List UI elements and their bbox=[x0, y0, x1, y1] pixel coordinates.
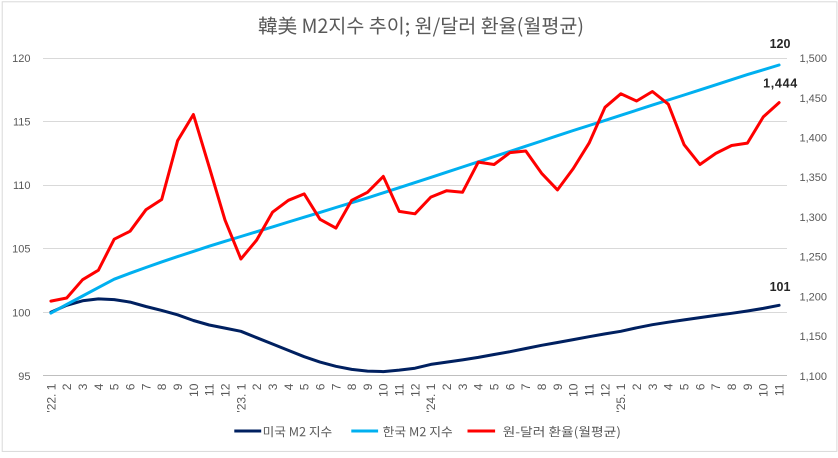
svg-text:7: 7 bbox=[329, 383, 343, 390]
svg-text:5: 5 bbox=[108, 383, 122, 390]
svg-text:2: 2 bbox=[60, 383, 74, 390]
svg-text:3: 3 bbox=[266, 383, 280, 390]
svg-text:11: 11 bbox=[203, 383, 217, 396]
svg-text:4: 4 bbox=[282, 383, 296, 390]
svg-text:4: 4 bbox=[92, 383, 106, 390]
svg-text:110: 110 bbox=[13, 180, 31, 192]
svg-text:100: 100 bbox=[12, 307, 30, 319]
svg-text:'25. 1: '25. 1 bbox=[614, 383, 628, 412]
svg-text:1,100: 1,100 bbox=[800, 371, 828, 383]
svg-text:6: 6 bbox=[693, 383, 707, 390]
svg-text:9: 9 bbox=[171, 383, 185, 390]
svg-text:1,450: 1,450 bbox=[800, 93, 828, 105]
svg-text:12: 12 bbox=[598, 383, 612, 397]
svg-text:120: 120 bbox=[770, 37, 791, 51]
svg-text:1,150: 1,150 bbox=[800, 331, 828, 343]
svg-text:8: 8 bbox=[345, 383, 359, 390]
svg-text:6: 6 bbox=[124, 383, 138, 390]
svg-text:8: 8 bbox=[535, 383, 549, 390]
svg-text:10: 10 bbox=[757, 383, 771, 397]
svg-text:2: 2 bbox=[440, 383, 454, 390]
svg-text:8: 8 bbox=[725, 383, 739, 390]
svg-text:'22. 1: '22. 1 bbox=[44, 383, 58, 412]
svg-text:3: 3 bbox=[646, 383, 660, 390]
svg-text:7: 7 bbox=[519, 383, 533, 390]
svg-text:5: 5 bbox=[488, 383, 502, 390]
svg-text:9: 9 bbox=[741, 383, 755, 390]
svg-text:3: 3 bbox=[456, 383, 470, 390]
svg-text:10: 10 bbox=[567, 383, 581, 397]
svg-text:120: 120 bbox=[12, 53, 30, 65]
svg-text:12: 12 bbox=[218, 383, 232, 397]
svg-text:11: 11 bbox=[773, 383, 787, 396]
svg-text:3: 3 bbox=[76, 383, 90, 390]
svg-text:10: 10 bbox=[377, 383, 391, 397]
svg-text:9: 9 bbox=[551, 383, 565, 390]
svg-text:5: 5 bbox=[678, 383, 692, 390]
svg-text:11: 11 bbox=[583, 383, 597, 396]
svg-text:2: 2 bbox=[630, 383, 644, 390]
svg-text:1,250: 1,250 bbox=[800, 252, 828, 264]
svg-text:11: 11 bbox=[393, 383, 407, 396]
svg-text:95: 95 bbox=[18, 371, 30, 383]
svg-text:12: 12 bbox=[408, 383, 422, 397]
svg-text:115: 115 bbox=[13, 117, 31, 129]
svg-text:101: 101 bbox=[770, 280, 791, 294]
svg-text:7: 7 bbox=[709, 383, 723, 390]
svg-text:8: 8 bbox=[155, 383, 169, 390]
svg-text:1,444: 1,444 bbox=[763, 76, 798, 90]
svg-text:9: 9 bbox=[361, 383, 375, 390]
svg-text:1,350: 1,350 bbox=[800, 172, 828, 184]
svg-text:5: 5 bbox=[298, 383, 312, 390]
svg-text:2: 2 bbox=[250, 383, 264, 390]
svg-text:6: 6 bbox=[503, 383, 517, 390]
svg-text:1,200: 1,200 bbox=[800, 291, 828, 303]
svg-text:10: 10 bbox=[187, 383, 201, 397]
svg-text:4: 4 bbox=[472, 383, 486, 390]
svg-text:7: 7 bbox=[139, 383, 153, 390]
svg-text:1,400: 1,400 bbox=[800, 133, 828, 145]
svg-text:4: 4 bbox=[662, 383, 676, 390]
svg-text:1,300: 1,300 bbox=[800, 212, 828, 224]
svg-text:6: 6 bbox=[313, 383, 327, 390]
svg-text:1,500: 1,500 bbox=[800, 53, 828, 65]
svg-text:105: 105 bbox=[12, 244, 30, 256]
svg-text:'23. 1: '23. 1 bbox=[234, 383, 248, 412]
svg-text:'24. 1: '24. 1 bbox=[424, 383, 438, 412]
